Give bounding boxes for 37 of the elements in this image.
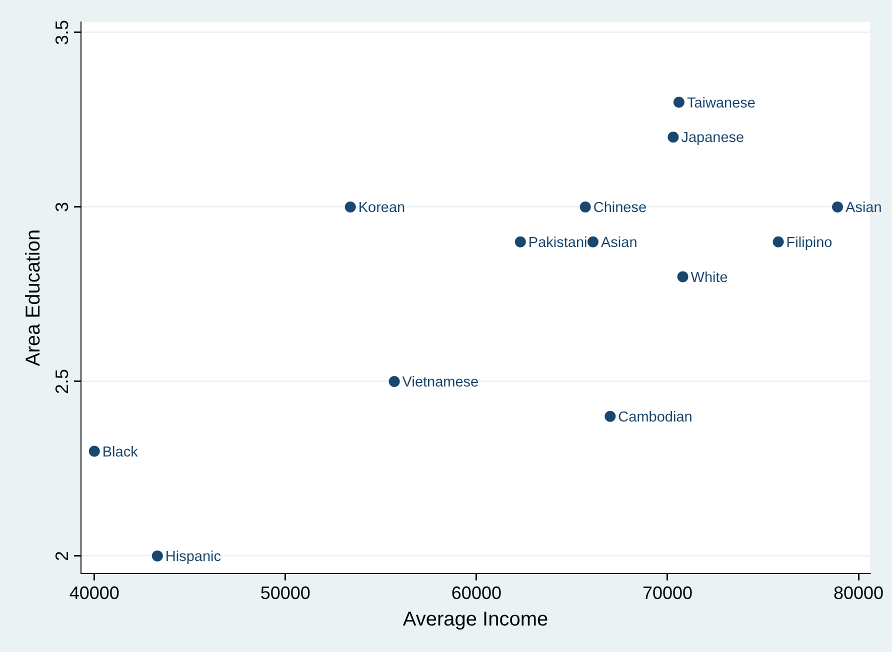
annotation: Filipino: [786, 234, 832, 251]
y-tick-label: 3: [52, 202, 72, 212]
x-axis-title: Average Income: [402, 608, 548, 631]
point: [772, 236, 784, 248]
x-tick-label: 60000: [451, 583, 502, 604]
x-tick-label: 40000: [69, 583, 120, 604]
y-tick-label: 3.5: [52, 20, 72, 45]
annotation: Chinese: [593, 200, 647, 216]
point: [514, 236, 526, 248]
point: [152, 550, 163, 562]
point: [677, 271, 688, 282]
annotation: Cambodian: [618, 409, 692, 426]
point: [580, 201, 591, 212]
annotation: Vietnamese: [402, 374, 479, 390]
x-tick-label: 50000: [260, 583, 310, 604]
annotation: Black: [102, 444, 139, 460]
x-tick-label: 70000: [642, 583, 693, 604]
y-tick-label: 2: [52, 550, 72, 561]
point: [344, 201, 356, 212]
annotation: Pakistani: [528, 234, 588, 251]
annotation: White: [690, 270, 728, 286]
point: [88, 446, 100, 457]
annotation: Korean: [358, 200, 406, 216]
x-tick-label: 80000: [834, 583, 884, 604]
annotation: Japanese: [681, 130, 744, 146]
y-axis-title: Area Education: [22, 229, 45, 366]
point: [673, 96, 684, 108]
annotation: Hispanic: [165, 548, 222, 565]
point: [587, 236, 598, 248]
point: [832, 201, 844, 212]
point: [388, 376, 400, 387]
point: [668, 132, 679, 143]
y-tick-label: 2.5: [52, 368, 72, 394]
annotation: Taiwanese: [686, 95, 756, 112]
annotation: Asian: [600, 234, 638, 251]
annotation: Asian: [846, 200, 882, 216]
point: [604, 410, 616, 422]
